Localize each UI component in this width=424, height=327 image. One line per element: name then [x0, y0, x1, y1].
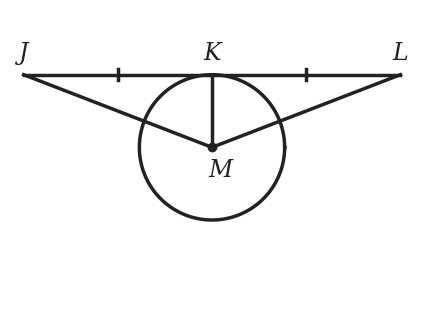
Text: L: L: [393, 42, 408, 65]
Text: J: J: [19, 42, 28, 65]
Text: K: K: [203, 42, 221, 65]
Text: M: M: [208, 159, 232, 182]
